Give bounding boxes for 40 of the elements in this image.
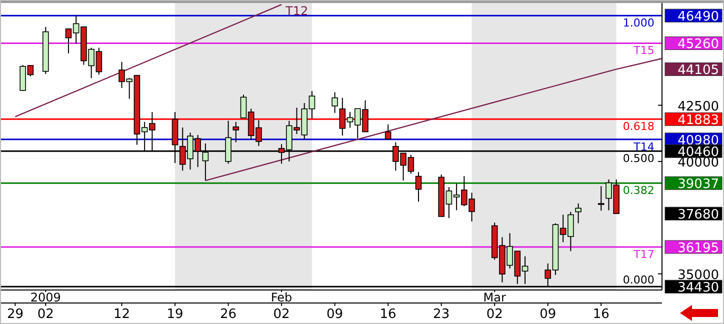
x-tick-label: 26 bbox=[220, 307, 237, 322]
ref-line-label: 39037 bbox=[678, 177, 719, 192]
x-tick-label: 16 bbox=[380, 307, 396, 322]
x-tick-label: 19 bbox=[166, 307, 184, 322]
x-tick-label: 02 bbox=[37, 307, 54, 322]
text: 37680 bbox=[678, 208, 719, 223]
x-tick-label: 02 bbox=[486, 307, 503, 322]
candlestick bbox=[575, 202, 582, 224]
annotation: 0.500 bbox=[622, 152, 654, 166]
series-label: T12 bbox=[284, 4, 308, 18]
x2-tick-label: Feb bbox=[270, 290, 292, 304]
annotation: T15 bbox=[632, 44, 654, 58]
y-tick-label: 35000 bbox=[678, 268, 719, 283]
ref-line-label: 36195 bbox=[678, 240, 719, 256]
annotation: T14 bbox=[632, 140, 654, 154]
x-tick-label: 09 bbox=[326, 307, 344, 322]
candlestick bbox=[232, 121, 240, 143]
x-tick-label: 29 bbox=[6, 307, 24, 322]
x-tick-label: 12 bbox=[113, 307, 130, 322]
ref-line-label: 41883 bbox=[678, 113, 719, 128]
candlestick bbox=[415, 172, 422, 202]
candlestick bbox=[598, 186, 604, 212]
annotation: 1.000 bbox=[622, 16, 654, 30]
candlestick bbox=[384, 124, 392, 140]
annotation: 0.000 bbox=[622, 274, 654, 287]
ref-line-label: 46490 bbox=[678, 10, 719, 25]
x-tick-label: 23 bbox=[433, 307, 450, 322]
ref-line-label: 45260 bbox=[678, 37, 719, 52]
ref-line-label: 34430 bbox=[678, 280, 719, 296]
text: 44105 bbox=[678, 63, 719, 78]
annotation: 0.618 bbox=[622, 120, 654, 134]
y-tick-label: 42500 bbox=[678, 99, 719, 114]
x2-tick-label: Mar bbox=[483, 290, 506, 304]
annotation: T17 bbox=[632, 248, 654, 261]
annotation: 0.382 bbox=[622, 184, 654, 198]
candlestick bbox=[332, 92, 338, 114]
x2-tick-label: 2009 bbox=[30, 290, 61, 304]
x-tick-label: 09 bbox=[540, 307, 556, 322]
x-tick-label: 02 bbox=[273, 307, 290, 322]
x-tick-label: 16 bbox=[592, 307, 610, 322]
